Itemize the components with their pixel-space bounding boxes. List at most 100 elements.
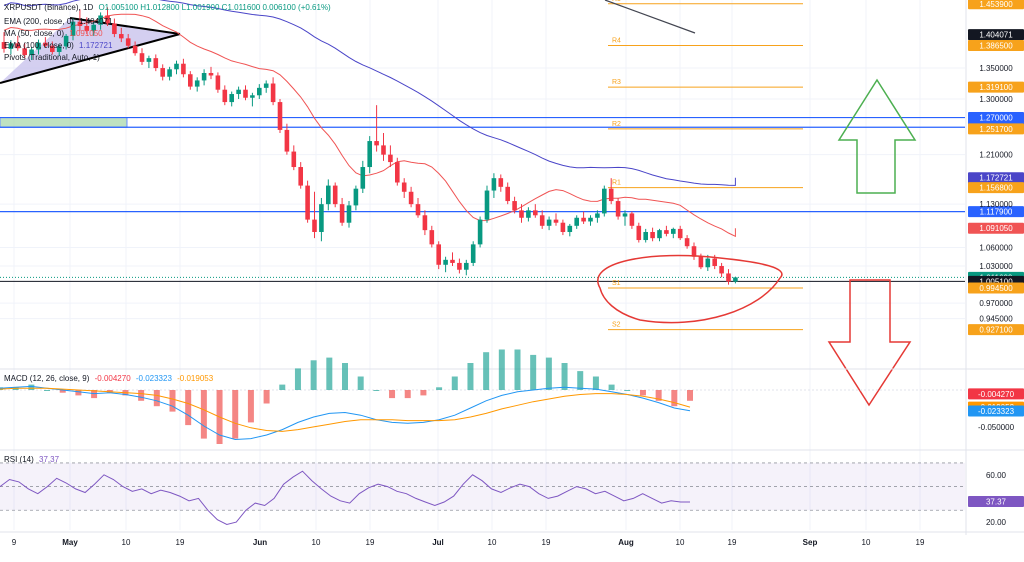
price-tag-bg-9 xyxy=(968,206,1024,218)
macd-hist-bar-33 xyxy=(514,349,521,390)
symbol-legend[interactable]: XRPUSDT (Binance), 1D O1.005100 H1.01280… xyxy=(4,3,331,12)
triangle-pattern-fill xyxy=(0,18,180,83)
candle-body-15 xyxy=(105,15,110,24)
ohlc-readout: O1.005100 H1.012800 L1.001900 C1.011600 … xyxy=(98,3,331,12)
price-tag-bg-10 xyxy=(968,222,1024,234)
candle-body-50 xyxy=(346,205,352,223)
candle-body-49 xyxy=(339,204,345,223)
ma50-label: MA (50, close, 0) xyxy=(4,29,65,38)
candle-body-18 xyxy=(125,38,131,46)
candle-body-70 xyxy=(484,190,490,220)
candle-body-97 xyxy=(671,228,676,234)
candle-body-101 xyxy=(698,256,704,268)
candle-body-73 xyxy=(505,186,510,202)
candle-body-21 xyxy=(146,58,152,62)
candle-body-82 xyxy=(567,225,573,232)
ma50-value: 1.091050 xyxy=(69,29,103,38)
candle-body-89 xyxy=(615,201,621,217)
candle-body-0 xyxy=(1,42,7,49)
macd-legend[interactable]: MACD (12, 26, close, 9) -0.004270 -0.023… xyxy=(4,374,213,383)
candle-body-34 xyxy=(236,89,241,95)
candle-body-14 xyxy=(98,15,103,25)
macd-tag-0: -0.004270 xyxy=(978,390,1015,399)
candle-body-35 xyxy=(243,89,248,98)
candle-body-106 xyxy=(733,277,738,282)
macd-hist-bar-23 xyxy=(357,376,364,390)
candle-body-13 xyxy=(91,24,96,31)
price-tick-0: 1.350000 xyxy=(979,64,1013,73)
ema100-legend[interactable]: EMA (100, close, 0) 1.172721 xyxy=(4,41,112,50)
candle-body-5 xyxy=(36,42,41,50)
ema200-legend[interactable]: EMA (200, close, 0) 1.404071 xyxy=(4,17,112,26)
candle-body-54 xyxy=(374,141,379,146)
candle-body-56 xyxy=(388,154,393,163)
ema100-value: 1.172721 xyxy=(79,41,113,50)
macd-signal-value: -0.019053 xyxy=(177,374,214,383)
candle-body-67 xyxy=(464,262,469,270)
candle-body-102 xyxy=(705,258,711,268)
macd-hist-bar-12 xyxy=(185,390,192,426)
candle-body-78 xyxy=(539,215,545,226)
candle-body-47 xyxy=(326,185,331,205)
candle-body-38 xyxy=(263,83,269,88)
pivots-legend[interactable]: Pivots (Traditional, Auto, 1) xyxy=(4,53,100,62)
candle-body-41 xyxy=(284,129,290,152)
pivot-label-r4: R4 xyxy=(612,37,621,44)
candle-body-46 xyxy=(319,204,324,232)
time-tick-12: 19 xyxy=(728,538,737,547)
candle-body-71 xyxy=(491,178,497,191)
candle-body-33 xyxy=(229,94,234,103)
price-tag-bg-2 xyxy=(968,39,1024,51)
pivot-label-s1: S1 xyxy=(612,280,621,287)
macd-hist-bar-44 xyxy=(687,390,693,401)
time-tick-10: Aug xyxy=(618,538,634,547)
price-tag-bg-7 xyxy=(968,172,1024,184)
price-tick-4: 1.060000 xyxy=(979,243,1013,252)
macd-hist-bar-28 xyxy=(436,387,443,390)
candle-body-72 xyxy=(498,178,504,187)
price-tick-7: 0.945000 xyxy=(979,315,1013,324)
rsi-legend[interactable]: RSI (14) 37.37 xyxy=(4,455,59,464)
macd-value: -0.023323 xyxy=(135,374,172,383)
macd-hist-bar-34 xyxy=(530,354,537,390)
price-tag-7: 1.172721 xyxy=(979,174,1013,183)
candle-body-59 xyxy=(408,191,414,205)
triangle-upper-line xyxy=(69,17,181,35)
macd-series-signal xyxy=(0,387,691,432)
macd-hist-bar-25 xyxy=(389,390,396,399)
candle-body-66 xyxy=(457,262,462,270)
macd-label: MACD (12, 26, close, 9) xyxy=(4,374,90,383)
candle-body-96 xyxy=(664,230,669,234)
price-tag-0: 1.453900 xyxy=(979,0,1013,9)
price-tag-bg-8 xyxy=(968,182,1024,194)
macd-hist-bar-32 xyxy=(498,349,505,390)
ma50-legend[interactable]: MA (50, close, 0) 1.091050 xyxy=(4,29,103,38)
candle-body-28 xyxy=(194,80,200,87)
candle-body-7 xyxy=(50,45,55,52)
candle-body-55 xyxy=(381,145,386,155)
candle-body-40 xyxy=(277,102,283,130)
macd-hist-bar-36 xyxy=(561,363,568,390)
price-tick-5: 1.030000 xyxy=(979,262,1013,271)
candle-body-60 xyxy=(415,204,421,216)
candle-body-105 xyxy=(726,273,731,282)
price-tag-2: 1.386500 xyxy=(979,41,1013,50)
candle-body-100 xyxy=(691,246,697,257)
candle-body-26 xyxy=(181,63,186,75)
ema100-label: EMA (100, close, 0) xyxy=(4,41,74,50)
ema200-label: EMA (200, close, 0) xyxy=(4,17,74,26)
candle-body-104 xyxy=(719,266,724,274)
rsi-value: 37.37 xyxy=(39,455,60,464)
time-tick-3: 19 xyxy=(176,538,185,547)
price-tick-3: 1.130000 xyxy=(979,200,1013,209)
price-tag-9: 1.117900 xyxy=(980,208,1013,217)
pivot-label-r5: R5 xyxy=(612,0,621,3)
triangle-lower-line xyxy=(0,33,181,84)
time-tick-11: 10 xyxy=(676,538,685,547)
candle-body-58 xyxy=(401,182,407,192)
candle-body-90 xyxy=(622,213,628,217)
symbol-title: XRPUSDT (Binance), 1D xyxy=(4,3,94,12)
time-tick-9: 19 xyxy=(542,538,551,547)
